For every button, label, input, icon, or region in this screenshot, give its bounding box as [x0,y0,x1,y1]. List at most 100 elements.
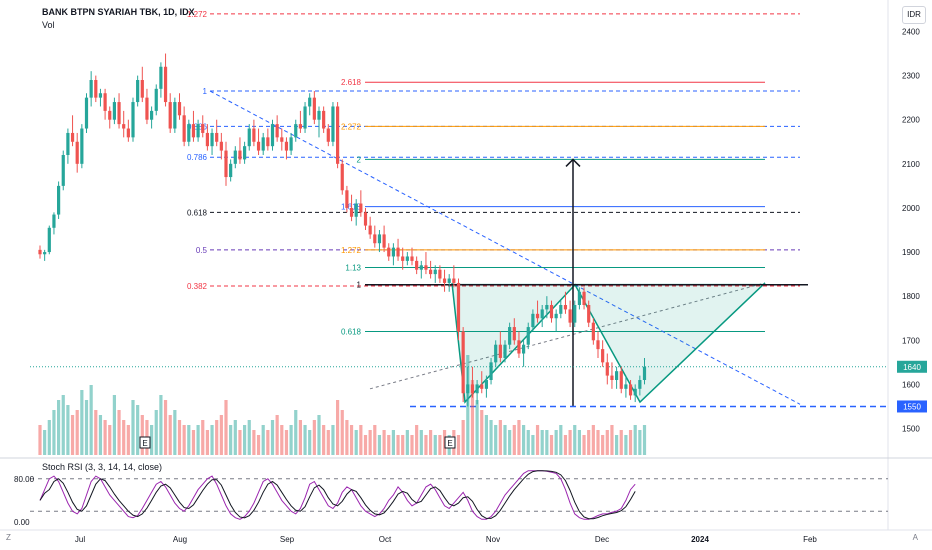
candle-body [103,93,107,111]
price-tick-label: 2400 [902,27,920,36]
support-price-label: 1550 [903,402,921,411]
price-tick-label: 1700 [902,336,920,345]
volume-bar [549,435,554,455]
fib-extension-label: 2.618 [341,78,362,87]
volume-bar [191,430,196,455]
volume-bar [545,430,549,455]
volume-bar [498,420,502,455]
candle-body [405,256,409,261]
candle-body [38,249,42,255]
candle-body [429,269,433,275]
price-tick-label: 1900 [902,248,920,257]
fib-retracement-label: 0.5 [196,246,208,255]
volume-bar [38,425,42,455]
volume-bar [238,430,242,455]
volume-bar [294,410,298,455]
price-tick-label: 2000 [902,204,920,213]
volume-bar [577,430,581,455]
volume-bar [526,430,530,455]
trend-line [209,90,801,405]
volume-bar [587,430,591,455]
candle-body [382,234,386,248]
candle-body [159,66,163,89]
target-arrow-head [565,158,581,167]
channel-line [369,282,766,390]
volume-bar [136,405,140,455]
candle-body [98,93,103,98]
candle-body [475,384,479,394]
candle-body [466,384,470,394]
volume-bar [326,430,330,455]
candle-body [442,278,447,283]
candle-body [433,269,437,275]
time-tick-label: Jul [75,535,85,544]
currency-button[interactable]: IDR [902,6,926,24]
volume-bar [317,415,321,455]
candle-body [70,132,75,142]
cup-pattern-fill [452,282,765,403]
volume-bar [89,385,93,455]
volume-bar [61,395,65,455]
volume-bar [284,430,289,455]
candle-body [280,137,284,142]
candle-body [201,124,205,133]
volume-bar [215,420,219,455]
candle-body [182,115,186,142]
fib-retracement-label: 0.382 [187,282,208,291]
candle-body [484,380,488,389]
volume-bar [377,435,382,455]
candle-body [266,137,270,147]
volume-bar [563,435,568,455]
volume-bar [270,420,275,455]
candle-body [391,247,395,257]
candle-body [270,124,275,147]
volume-bar [43,430,47,455]
candle-body [145,97,149,120]
volume-bar [359,425,363,455]
last-price-tag [897,360,927,373]
candle-body [303,106,307,129]
volume-bar [303,425,307,455]
volume-bar [554,430,558,455]
volume-bar [205,430,209,455]
volume-bar [391,430,395,455]
candle-body [168,102,172,129]
volume-bar [168,415,172,455]
fib-retracement-label: 1 [203,87,208,96]
volume-bar [66,405,70,455]
candle-body [345,190,349,208]
fib-extension-label: 1.272 [341,246,362,255]
auto-scale-toggle[interactable]: A [912,533,918,542]
volume-bar [340,410,344,455]
candle-body [498,344,502,358]
volume-bar [535,425,540,455]
volume-bar [401,435,405,455]
earnings-marker [139,436,151,449]
timezone-toggle[interactable]: Z [6,533,11,542]
candle-body [494,344,498,363]
volume-bar [219,415,223,455]
volume-bar [140,415,144,455]
candle-body [461,331,465,394]
volume-bar [517,420,521,455]
volume-bar [522,425,526,455]
candle-body [615,371,619,380]
candle-body [284,141,289,151]
candle-body [154,88,158,111]
earnings-marker [444,436,456,449]
volume-bar [354,430,358,455]
candle-body [261,137,265,151]
candle-body [596,340,600,350]
candle-body [131,102,135,138]
candle-body [331,106,335,142]
candle-body [150,110,154,120]
volume-bar [405,430,409,455]
volume-bar [252,430,256,455]
volume-bar [615,435,619,455]
candle-body [75,141,79,164]
candle-body [289,137,293,151]
candle-body [126,128,130,138]
volume-bar [312,420,316,455]
time-tick-label: 2024 [691,535,709,544]
volume-bar [387,435,391,455]
